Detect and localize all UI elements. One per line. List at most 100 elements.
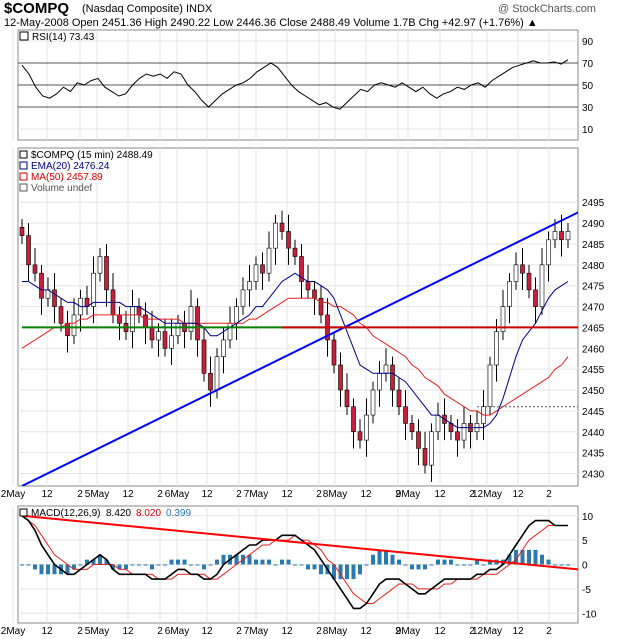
candle-body [559, 231, 564, 241]
candle-body [175, 322, 181, 337]
candle-body [71, 314, 77, 337]
x-tick-label: 2May [1, 489, 25, 500]
candle-body [32, 264, 38, 274]
candle-body [156, 331, 161, 341]
macd-histogram-bar [65, 564, 70, 575]
x-tick-label: 2 [469, 489, 475, 500]
macd-line [21, 515, 568, 610]
macd-histogram-bar [423, 564, 427, 570]
macd-trendline [21, 514, 579, 571]
macd-histogram-bar [169, 559, 174, 565]
x-tick-label: 2 [77, 489, 83, 500]
x-tick-label: 12 [434, 626, 446, 637]
candle-body [403, 406, 408, 424]
blue-trendline [21, 211, 578, 486]
x-tick-label: 12 [360, 626, 372, 637]
candle-body [357, 431, 363, 441]
x-tick-label: 2 [236, 489, 242, 500]
x-tick-label: 6May [165, 626, 189, 637]
y-tick-label: -10 [582, 609, 597, 620]
macd-legend-entry: 8.420 [106, 508, 131, 519]
quote-line: 12-May-2008 Open 2451.36 High 2490.22 Lo… [4, 17, 538, 29]
candle-body [279, 222, 285, 232]
price-legend-swatch [19, 161, 28, 170]
macd-histogram-bar [221, 554, 226, 565]
candle-body [149, 327, 155, 341]
x-tick-label: 12 [201, 626, 213, 637]
macd-histogram-bar [124, 564, 128, 570]
candle-body [234, 306, 239, 324]
macd-histogram-bar [514, 549, 518, 565]
chart-name: (Nasdaq Composite) INDX [82, 3, 212, 15]
y-tick-label: 2480 [582, 261, 605, 272]
y-tick-label: 2430 [582, 469, 605, 480]
chart-symbol: $COMPQ [4, 0, 70, 17]
candle-body [351, 406, 356, 433]
x-tick-label: 12 [281, 626, 293, 637]
macd-histogram-bar [195, 564, 200, 566]
x-tick-label: 8May [323, 626, 347, 637]
macd-histogram-bar [267, 559, 271, 565]
candle-body [260, 264, 265, 274]
candle-body [169, 335, 174, 349]
macd-histogram-bar [442, 559, 447, 565]
x-tick-label: 5May [85, 626, 109, 637]
macd-histogram-bar [351, 564, 356, 580]
candle-body [331, 339, 337, 366]
candle-body [494, 331, 499, 366]
candle-body [247, 281, 252, 291]
macd-histogram-bar [280, 559, 284, 565]
candle-body [390, 364, 395, 391]
x-tick-label: 12 [122, 626, 134, 637]
macd-histogram-bar [286, 559, 291, 565]
candle-body [292, 247, 298, 257]
macd-histogram-bar [319, 564, 323, 575]
x-tick-label: 2 [546, 489, 552, 500]
macd-histogram-bar [377, 549, 382, 565]
y-tick-label: 70 [582, 59, 594, 70]
candle-body [52, 289, 57, 307]
macd-histogram-bar [468, 564, 473, 566]
macd-histogram-bar [553, 564, 557, 566]
candle-body [240, 289, 246, 307]
y-tick-label: 50 [582, 81, 594, 92]
macd-histogram-bar [488, 559, 492, 565]
macd-histogram-bar [481, 564, 486, 566]
candle-body [312, 289, 317, 299]
macd-histogram-bar [462, 564, 466, 566]
y-tick-label: 10 [582, 125, 594, 136]
macd-histogram-bar [566, 564, 570, 566]
y-tick-label: 5 [582, 536, 588, 547]
x-tick-label: 2 [236, 626, 242, 637]
candle-body [214, 356, 220, 391]
x-tick-label: 6May [165, 489, 189, 500]
macd-histogram-bar [33, 564, 37, 570]
candle-body [117, 314, 122, 324]
x-tick-label: 2 [157, 626, 163, 637]
candle-body [565, 231, 571, 241]
y-tick-label: 2475 [582, 282, 605, 293]
candle-body [364, 414, 369, 441]
macd-histogram-bar [397, 559, 401, 565]
macd-histogram-bar [98, 554, 102, 565]
macd-histogram-bar [390, 554, 395, 565]
macd-histogram-bar [293, 564, 297, 566]
x-tick-label: 9May [396, 489, 420, 500]
candle-body [383, 364, 389, 374]
candle-body [188, 306, 194, 332]
candle-body [429, 431, 434, 466]
candle-body [539, 264, 545, 307]
macd-histogram-bar [299, 564, 304, 566]
macd-histogram-bar [26, 564, 31, 566]
x-tick-label: 12 [360, 489, 372, 500]
y-tick-label: 2440 [582, 428, 605, 439]
x-tick-label: 2 [469, 626, 475, 637]
candle-body [338, 364, 343, 391]
x-tick-label: 8May [323, 489, 347, 500]
macd-histogram-bar [85, 559, 89, 565]
macd-histogram-bar [273, 564, 278, 566]
macd-legend-entry: 8.020 [136, 508, 161, 519]
x-tick-label: 12 [281, 489, 293, 500]
macd-histogram-bar [371, 554, 375, 565]
x-tick-label: 2 [316, 489, 322, 500]
